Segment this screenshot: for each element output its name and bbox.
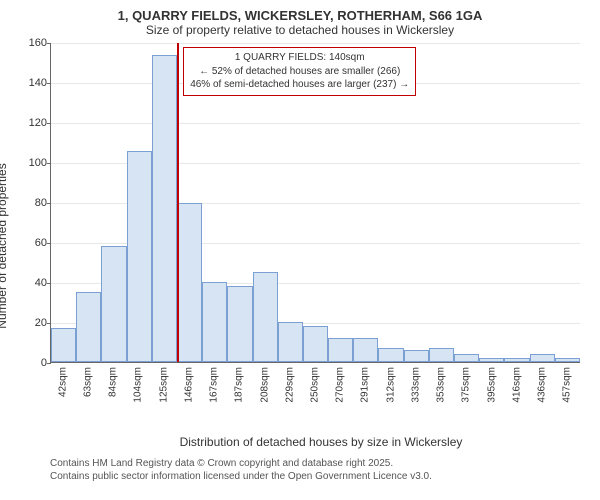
bar [303, 326, 328, 362]
x-tick-label: 42sqm [57, 367, 68, 397]
x-tick-label: 395sqm [486, 367, 497, 403]
x-tick-label: 84sqm [108, 367, 119, 397]
x-tick-label: 457sqm [562, 367, 573, 403]
y-tick-label: 0 [17, 357, 47, 369]
annotation-line2: ← 52% of detached houses are smaller (26… [190, 65, 409, 79]
y-tick-label: 120 [17, 117, 47, 129]
page-title-line1: 1, QUARRY FIELDS, WICKERSLEY, ROTHERHAM,… [8, 8, 592, 23]
attribution-line2: Contains public sector information licen… [50, 470, 592, 483]
x-tick-label: 416sqm [511, 367, 522, 403]
y-tick-label: 100 [17, 157, 47, 169]
bar [504, 358, 529, 362]
bar [429, 348, 454, 362]
marker-line [177, 43, 179, 362]
x-tick-label: 312sqm [385, 367, 396, 403]
x-tick-label: 104sqm [133, 367, 144, 403]
x-tick-label: 291sqm [360, 367, 371, 403]
x-tick-label: 208sqm [259, 367, 270, 403]
bar [76, 292, 101, 362]
x-tick-label: 375sqm [461, 367, 472, 403]
x-tick-label: 125sqm [158, 367, 169, 403]
x-tick-label: 270sqm [335, 367, 346, 403]
x-tick-row: 42sqm 63sqm 84sqm 104sqm 125sqm 146sqm 167sqm 1… [50, 363, 580, 433]
x-tick-label: 333sqm [410, 367, 421, 403]
bar [555, 358, 580, 362]
x-tick-label: 146sqm [183, 367, 194, 403]
bar [127, 151, 152, 362]
annotation-line3: 46% of semi-detached houses are larger (… [190, 78, 409, 92]
x-tick-label: 353sqm [436, 367, 447, 403]
attribution-line1: Contains HM Land Registry data © Crown c… [50, 457, 592, 470]
bar [530, 354, 555, 362]
bar [353, 338, 378, 362]
x-tick-label: 167sqm [209, 367, 220, 403]
y-tick-label: 20 [17, 317, 47, 329]
x-tick-label: 436sqm [537, 367, 548, 403]
plot-area: 1 QUARRY FIELDS: 140sqm ← 52% of detache… [50, 43, 580, 363]
bar [404, 350, 429, 362]
bar [253, 272, 278, 362]
bar [328, 338, 353, 362]
y-tick-label: 80 [17, 197, 47, 209]
bar [101, 246, 126, 362]
y-axis-label: Number of detached properties [0, 163, 9, 328]
bar [227, 286, 252, 362]
bar [202, 282, 227, 362]
x-tick-label: 187sqm [234, 367, 245, 403]
bar [479, 358, 504, 362]
page-title-line2: Size of property relative to detached ho… [8, 23, 592, 37]
y-tick-label: 40 [17, 277, 47, 289]
annotation-line1: 1 QUARRY FIELDS: 140sqm [190, 51, 409, 65]
bar [378, 348, 403, 362]
y-tick-label: 140 [17, 77, 47, 89]
x-tick-label: 229sqm [284, 367, 295, 403]
x-tick-label: 250sqm [310, 367, 321, 403]
bar [177, 203, 202, 363]
x-tick-label: 63sqm [82, 367, 93, 397]
chart-container: Number of detached properties 1 QUARRY F… [8, 43, 592, 449]
bar [152, 55, 177, 362]
y-tick-label: 160 [17, 37, 47, 49]
attribution: Contains HM Land Registry data © Crown c… [50, 457, 592, 483]
bar [278, 322, 303, 362]
y-tick-label: 60 [17, 237, 47, 249]
annotation-box: 1 QUARRY FIELDS: 140sqm ← 52% of detache… [183, 47, 416, 96]
bar [454, 354, 479, 362]
bar [51, 328, 76, 362]
x-axis-label: Distribution of detached houses by size … [50, 435, 592, 449]
